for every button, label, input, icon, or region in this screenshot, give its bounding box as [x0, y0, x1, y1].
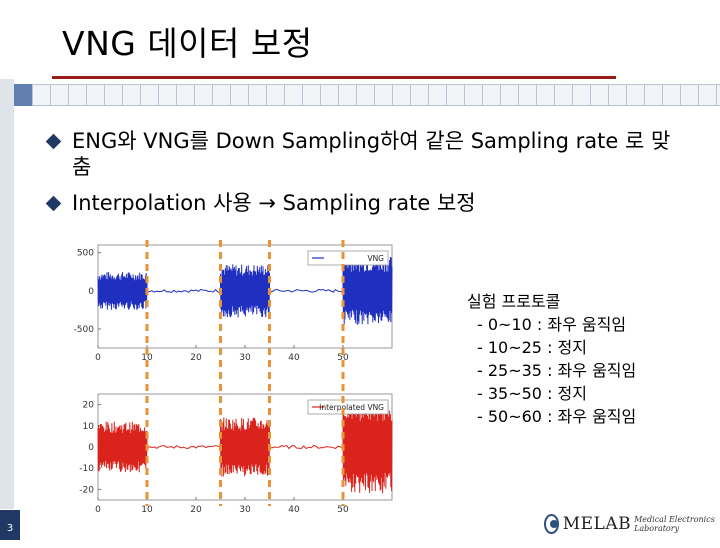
x-tick-label: 0: [95, 353, 101, 363]
legend-box: [307, 250, 389, 266]
legend-label: VNG: [367, 254, 384, 263]
y-tick-label: 10: [83, 422, 95, 432]
slide-title: VNG 데이터 보정: [62, 24, 313, 63]
x-tick-label: 20: [190, 505, 202, 515]
legend-label: Interpolated VNG: [319, 403, 384, 412]
protocol-line: - 25~35 : 좌우 움직임: [477, 361, 637, 380]
y-tick-label: -10: [79, 464, 94, 474]
protocol-line: - 35~50 : 정지: [477, 384, 587, 403]
bullet-item: Interpolation 사용 → Sampling rate 보정: [45, 190, 686, 216]
y-tick-label: 0: [88, 443, 94, 453]
logo-subtext: Medical Electronics Laboratory: [634, 515, 715, 533]
decorative-box: [716, 84, 720, 106]
logo-text: MELAB: [562, 514, 632, 534]
decorative-side-band: [0, 79, 14, 509]
y-tick-label: -20: [79, 485, 94, 495]
series-line: [97, 400, 393, 494]
x-tick-label: 30: [239, 505, 251, 515]
x-tick-label: 20: [190, 353, 202, 363]
x-tick-label: 30: [239, 353, 251, 363]
y-tick-label: 0: [88, 287, 94, 297]
y-tick-label: 20: [83, 401, 95, 411]
legend-box: [307, 399, 389, 415]
title-rule: [52, 76, 616, 79]
bullet-list: ENG와 VNG를 Down Sampling하여 같은 Sampling ra…: [45, 128, 686, 226]
university-seal-icon: [544, 514, 559, 534]
x-tick-label: 10: [141, 353, 153, 363]
protocol-line: - 10~25 : 정지: [477, 338, 587, 357]
x-tick-label: 50: [337, 505, 349, 515]
protocol-line: - 50~60 : 좌우 움직임: [477, 407, 637, 426]
slide-number: 3: [0, 510, 20, 540]
x-tick-label: 0: [95, 505, 101, 515]
protocol-line: - 0~10 : 좌우 움직임: [477, 315, 627, 334]
lab-logo: MELAB Medical Electronics Laboratory: [544, 512, 720, 536]
x-tick-label: 10: [141, 505, 153, 515]
y-tick-label: 500: [77, 249, 94, 259]
y-tick-label: -500: [74, 325, 95, 335]
bullet-text: Interpolation 사용 → Sampling rate 보정: [72, 191, 476, 215]
x-tick-label: 40: [288, 505, 300, 515]
decorative-box-strip: [14, 84, 720, 106]
series-line: [97, 256, 393, 326]
bullet-item: ENG와 VNG를 Down Sampling하여 같은 Sampling ra…: [45, 128, 686, 180]
protocol-heading: 실험 프로토콜: [467, 292, 561, 311]
x-tick-label: 50: [337, 353, 349, 363]
x-tick-label: 40: [288, 353, 300, 363]
protocol-text: 실험 프로토콜 - 0~10 : 좌우 움직임 - 10~25 : 정지 - 2…: [467, 290, 636, 428]
bullet-text: ENG와 VNG를 Down Sampling하여 같은 Sampling ra…: [72, 129, 671, 179]
